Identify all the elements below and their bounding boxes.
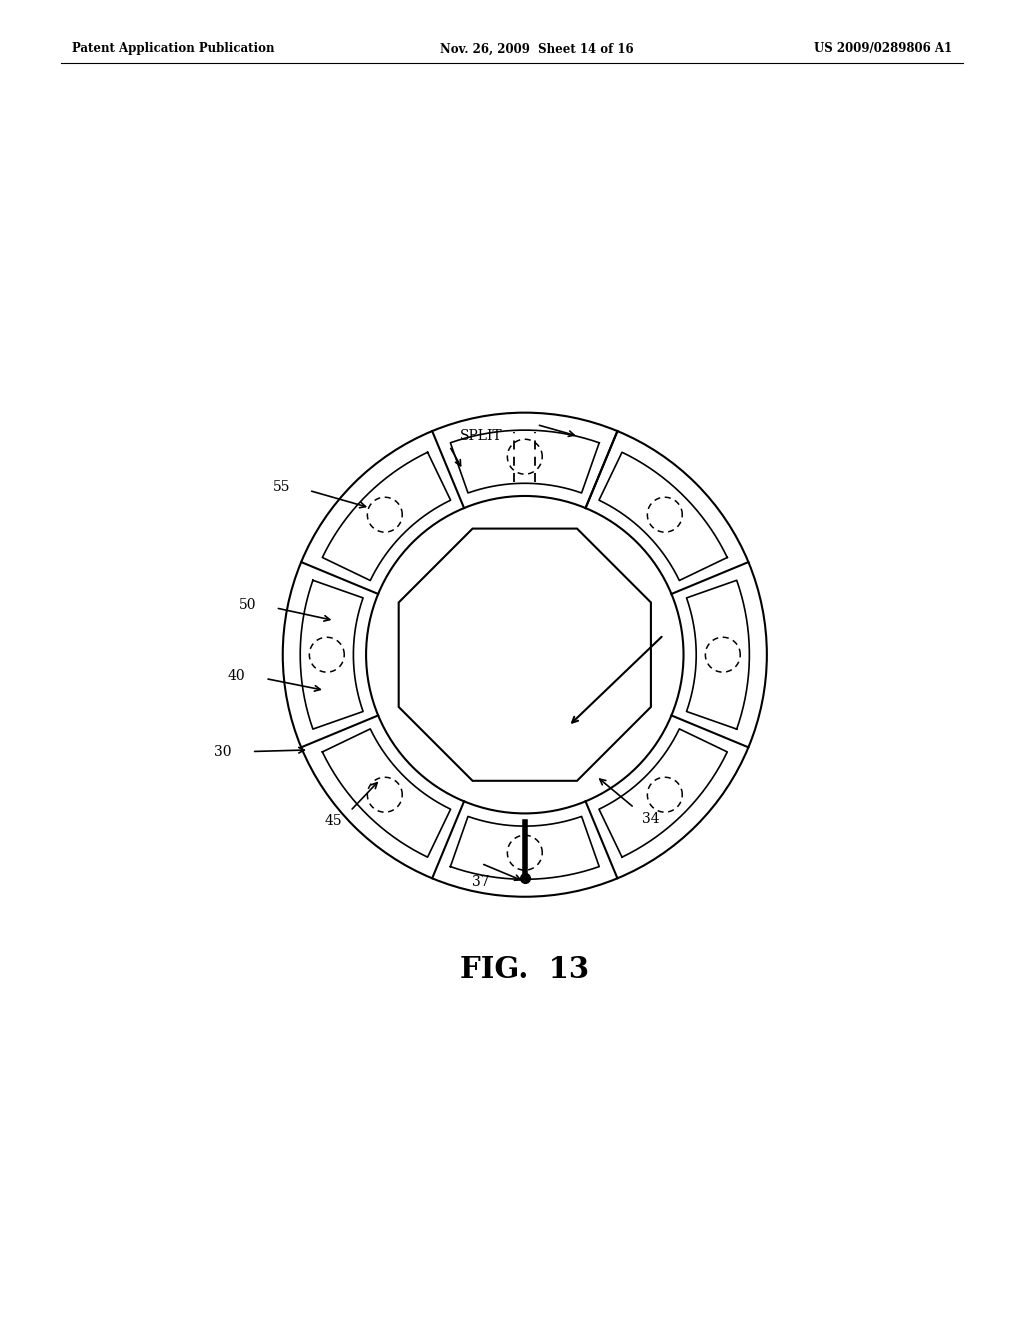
Text: Nov. 26, 2009  Sheet 14 of 16: Nov. 26, 2009 Sheet 14 of 16 [440,42,634,55]
Text: 50: 50 [239,598,257,611]
Text: US 2009/0289806 A1: US 2009/0289806 A1 [814,42,952,55]
Text: SPLIT: SPLIT [460,429,503,442]
Text: 37: 37 [472,875,489,888]
Text: 40: 40 [227,669,246,684]
Text: 55: 55 [273,480,291,494]
Text: 34: 34 [642,812,659,826]
Text: 30: 30 [214,746,231,759]
Text: FIG.  13: FIG. 13 [460,956,590,985]
Text: 45: 45 [325,814,342,829]
Text: Patent Application Publication: Patent Application Publication [72,42,274,55]
